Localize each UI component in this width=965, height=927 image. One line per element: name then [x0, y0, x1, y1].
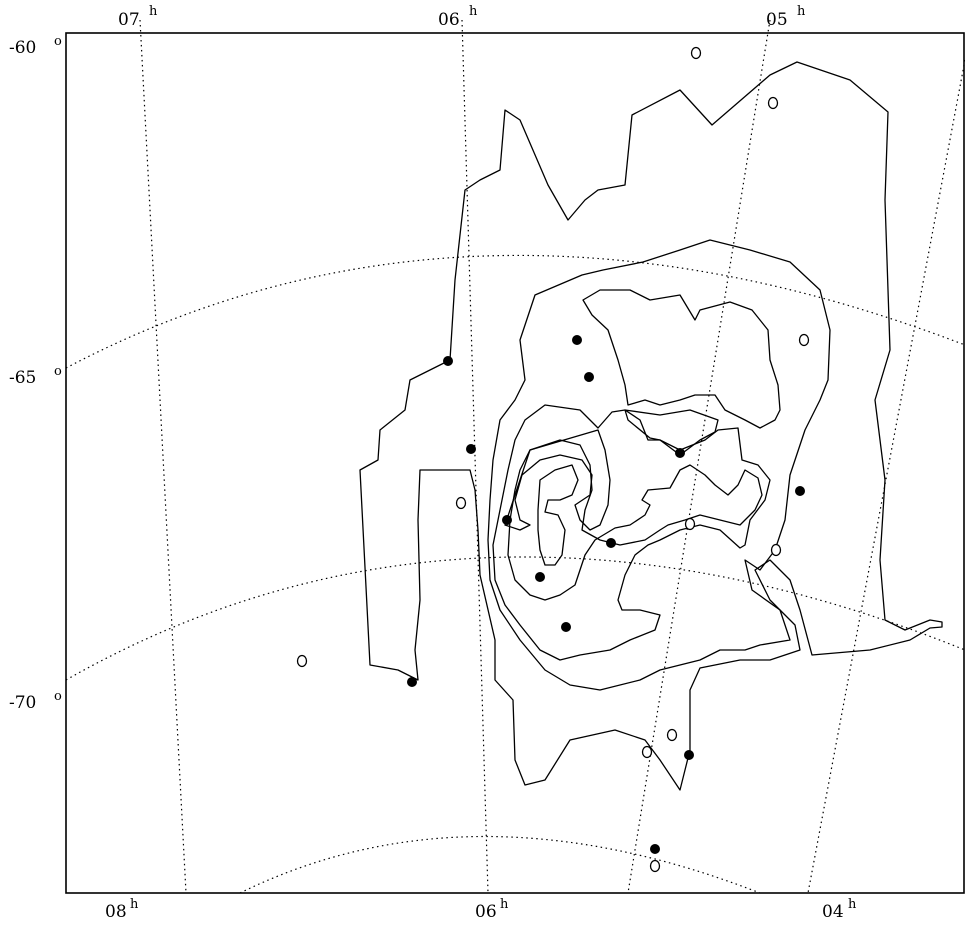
open-circle-marker: [690, 46, 702, 60]
open-circle-marker: [684, 517, 696, 531]
contour-level-1: [359, 61, 943, 791]
top-ra-label-06: 06: [438, 10, 460, 30]
bottom-ra-labels: 08 h 06 h 04 h: [105, 897, 857, 922]
filled-circle-marker: [502, 515, 512, 525]
ra-gridline-07h: [139, 19, 187, 894]
top-ra-label-05-unit: h: [797, 4, 806, 19]
filled-circle-marker: [466, 444, 476, 454]
dec-label-60: -60: [9, 38, 36, 58]
bottom-ra-label-06-unit: h: [500, 897, 509, 912]
top-ra-labels: 07 h 06 h 05 h: [118, 4, 806, 30]
contour-level-4: [507, 439, 763, 601]
dec-label-60-unit: o: [54, 34, 62, 49]
ra-gridline-06h: [461, 19, 489, 894]
contour-level-5d: [624, 409, 719, 456]
bottom-ra-label-04-unit: h: [848, 897, 857, 912]
open-circle-markers: [296, 46, 810, 873]
filled-circle-marker: [584, 372, 594, 382]
dec-label-70-unit: o: [54, 689, 62, 704]
top-ra-label-05: 05: [766, 10, 788, 30]
filled-circle-marker: [535, 572, 545, 582]
dec-labels: -60 o -65 o -70 o: [9, 34, 62, 713]
contour-level-5: [537, 464, 579, 566]
dec-gridline-65: [65, 254, 965, 369]
ra-gridline-04h: [807, 59, 965, 894]
open-circle-marker: [649, 859, 661, 873]
density-contours: [359, 61, 943, 791]
bottom-ra-label-04: 04: [822, 902, 844, 922]
top-ra-label-06-unit: h: [469, 4, 478, 19]
filled-circle-markers: [407, 335, 805, 854]
filled-circle-marker: [650, 844, 660, 854]
bottom-ra-label-06: 06: [475, 902, 497, 922]
filled-circle-marker: [684, 750, 694, 760]
filled-circle-marker: [675, 448, 685, 458]
plot-frame: [65, 32, 965, 894]
dec-gridline-75: [239, 835, 761, 894]
top-ra-label-07: 07: [118, 10, 140, 30]
filled-circle-marker: [407, 677, 417, 687]
open-circle-marker: [296, 654, 308, 668]
contour-level-5b: [582, 289, 781, 429]
open-circle-marker: [666, 728, 678, 742]
filled-circle-marker: [795, 486, 805, 496]
coordinate-grid: [65, 19, 965, 894]
dec-label-65: -65: [9, 368, 36, 388]
dec-label-70: -70: [9, 693, 36, 713]
bottom-ra-label-08: 08: [105, 902, 127, 922]
dec-label-65-unit: o: [54, 364, 62, 379]
open-circle-marker: [767, 96, 779, 110]
open-circle-marker: [770, 543, 782, 557]
filled-circle-marker: [561, 622, 571, 632]
bottom-ra-label-08-unit: h: [130, 897, 139, 912]
contour-level-5c: [504, 429, 611, 531]
filled-circle-marker: [606, 538, 616, 548]
open-circle-marker: [798, 333, 810, 347]
top-ra-label-07-unit: h: [149, 4, 158, 19]
open-circle-marker: [641, 745, 653, 759]
ra-gridline-05h: [627, 19, 771, 894]
open-circle-marker: [455, 496, 467, 510]
contour-level-2: [487, 239, 831, 691]
filled-circle-marker: [572, 335, 582, 345]
filled-circle-marker: [443, 356, 453, 366]
contour-level-3: [492, 404, 771, 661]
